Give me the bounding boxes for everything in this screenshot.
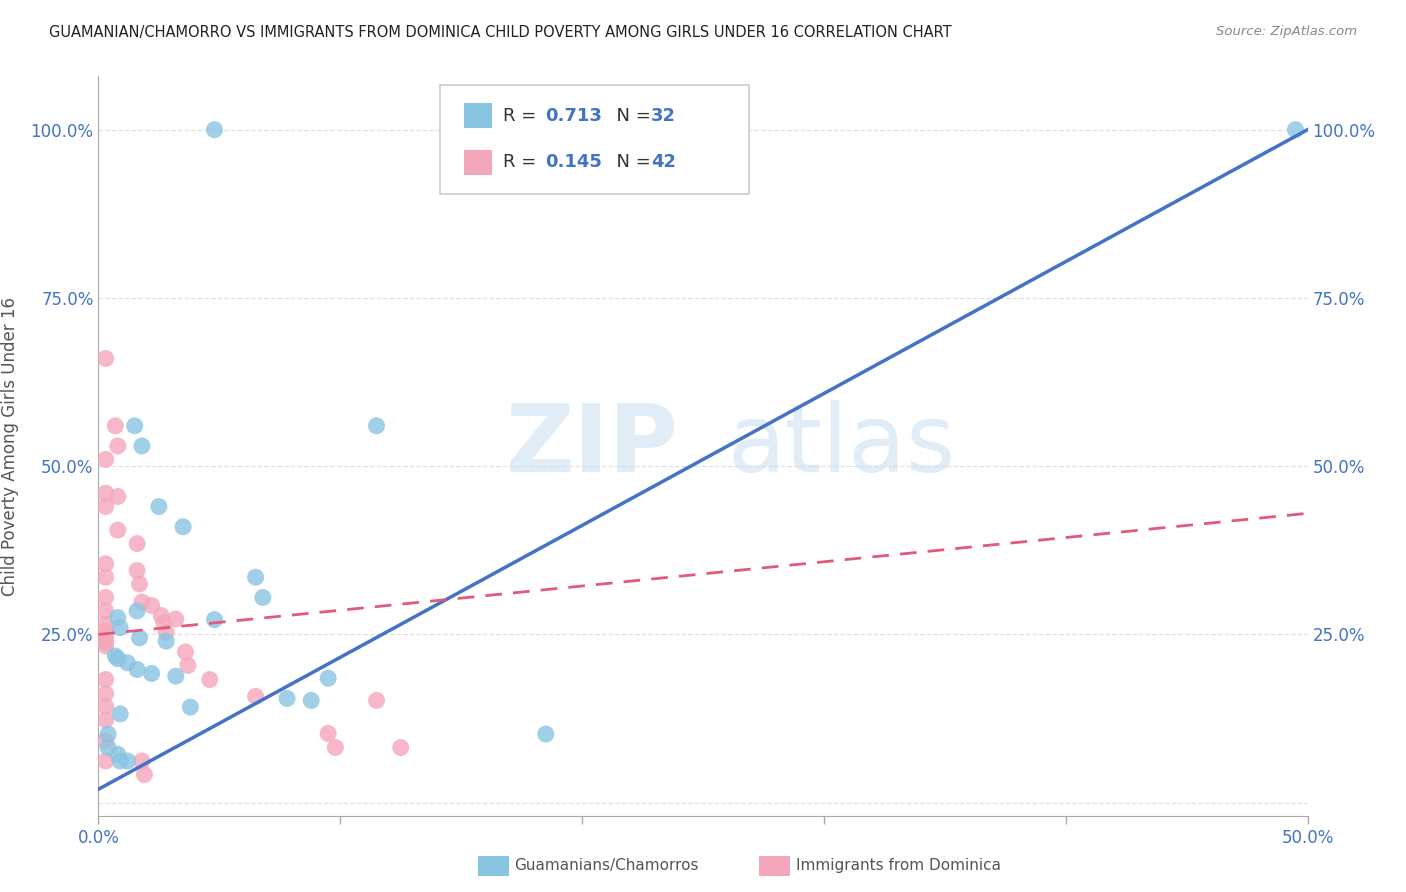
Point [108, 754, 131, 768]
Point [174, 645, 197, 659]
Point [97, 727, 120, 741]
Point [204, 122, 226, 136]
Point [204, 613, 226, 627]
Point [108, 706, 131, 721]
Text: R =: R = [503, 153, 543, 171]
Point [252, 591, 274, 605]
Point [366, 693, 388, 707]
Text: N =: N = [605, 153, 657, 171]
Point [534, 727, 557, 741]
Point [94, 754, 117, 768]
Point [94, 351, 117, 366]
Point [107, 490, 129, 504]
Text: 0.145: 0.145 [546, 153, 602, 171]
Point [366, 418, 388, 433]
Point [107, 747, 129, 762]
Point [128, 631, 150, 645]
Point [134, 767, 156, 781]
Point [94, 604, 117, 618]
Point [94, 631, 117, 645]
Point [128, 577, 150, 591]
Text: 42: 42 [651, 153, 676, 171]
Point [389, 740, 412, 755]
Text: Immigrants from Dominica: Immigrants from Dominica [796, 858, 1001, 872]
Point [179, 700, 201, 714]
Point [94, 500, 117, 514]
Point [124, 418, 146, 433]
Point [94, 624, 117, 639]
Point [94, 570, 117, 584]
Point [94, 617, 117, 632]
Point [94, 635, 117, 649]
Point [104, 648, 127, 663]
Point [104, 418, 127, 433]
Point [94, 699, 117, 714]
Point [127, 663, 149, 677]
Point [117, 656, 139, 670]
Point [94, 591, 117, 605]
Point [245, 570, 267, 584]
Point [155, 634, 177, 648]
Point [97, 740, 120, 755]
Point [1284, 122, 1306, 136]
Point [316, 726, 339, 740]
Point [127, 536, 149, 550]
Point [150, 608, 173, 623]
Point [276, 691, 298, 706]
Point [325, 740, 347, 755]
Point [141, 599, 163, 613]
Point [165, 612, 187, 626]
Point [172, 520, 194, 534]
Point [155, 625, 177, 640]
Text: GUAMANIAN/CHAMORRO VS IMMIGRANTS FROM DOMINICA CHILD POVERTY AMONG GIRLS UNDER 1: GUAMANIAN/CHAMORRO VS IMMIGRANTS FROM DO… [49, 25, 952, 40]
Point [127, 604, 149, 618]
Point [131, 439, 153, 453]
Text: Source: ZipAtlas.com: Source: ZipAtlas.com [1216, 25, 1357, 38]
Point [94, 687, 117, 701]
Point [127, 564, 149, 578]
Point [165, 669, 187, 683]
Point [94, 733, 117, 747]
Text: R =: R = [503, 107, 543, 125]
Point [94, 452, 117, 467]
Point [131, 754, 153, 768]
Point [107, 610, 129, 624]
Text: 32: 32 [651, 107, 676, 125]
Point [94, 486, 117, 500]
Point [108, 621, 131, 635]
Point [107, 439, 129, 453]
Point [94, 713, 117, 727]
Point [177, 658, 200, 673]
Point [299, 693, 322, 707]
Point [148, 500, 170, 514]
Text: atlas: atlas [727, 400, 956, 492]
Point [198, 673, 221, 687]
Point [117, 754, 139, 768]
Point [107, 523, 129, 537]
Point [152, 615, 174, 630]
Text: N =: N = [605, 107, 657, 125]
Text: Guamanians/Chamorros: Guamanians/Chamorros [515, 858, 699, 872]
Text: ZIP: ZIP [506, 400, 679, 492]
Point [94, 673, 117, 687]
Text: 0.713: 0.713 [546, 107, 602, 125]
Y-axis label: Child Poverty Among Girls Under 16: Child Poverty Among Girls Under 16 [1, 296, 20, 596]
Point [245, 690, 267, 704]
Point [94, 639, 117, 653]
Point [94, 557, 117, 571]
Point [141, 666, 163, 681]
Point [316, 671, 339, 685]
Point [131, 595, 153, 609]
Point [107, 651, 129, 665]
